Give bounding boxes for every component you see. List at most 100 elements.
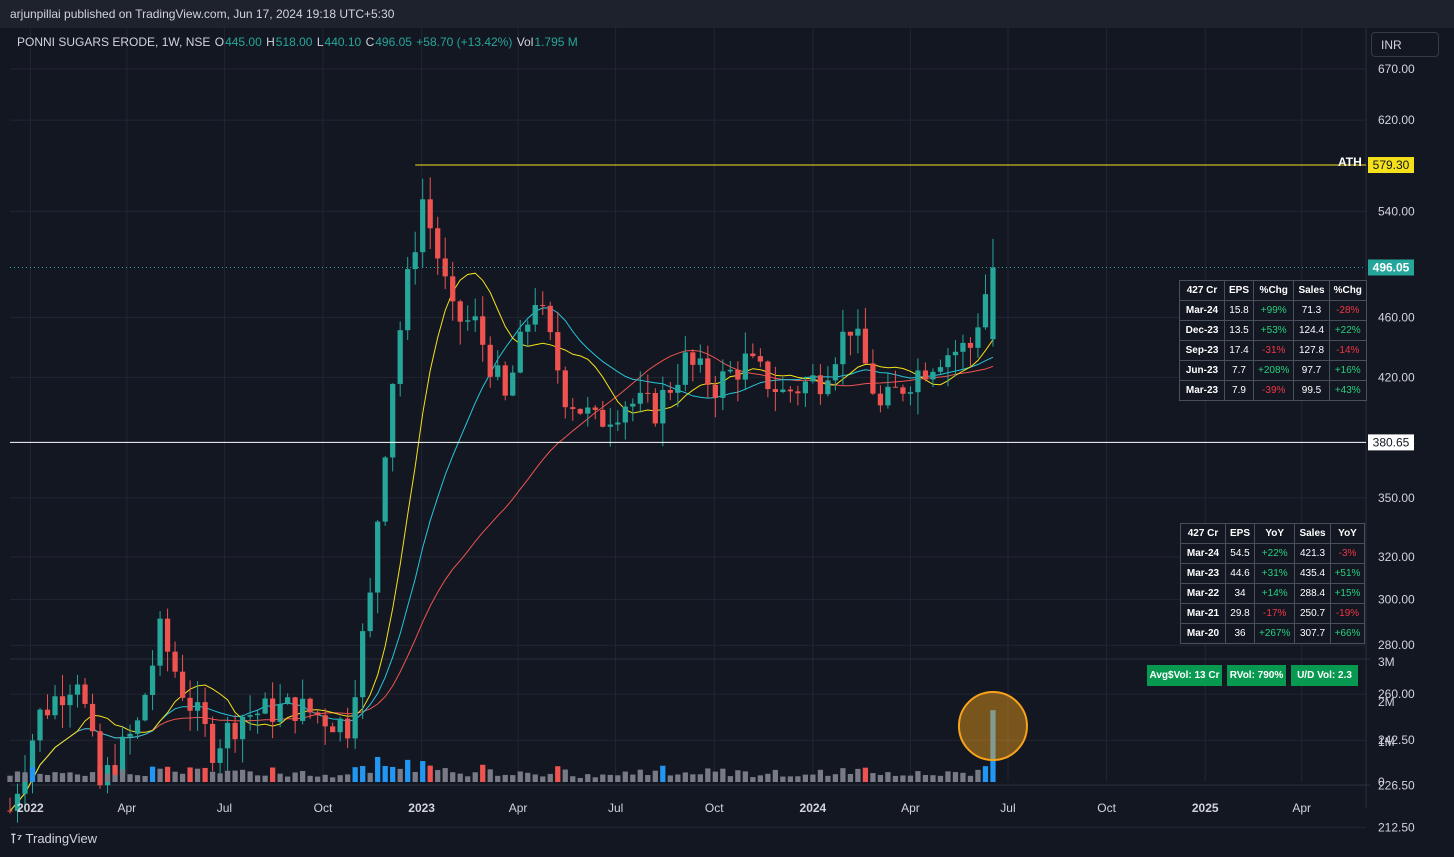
volume-bar — [795, 776, 801, 782]
annual-cell: -17% — [1254, 603, 1296, 624]
quarterly-cell: Mar-23 — [1179, 380, 1225, 401]
candle-body — [412, 252, 418, 270]
volume-axis-label: 1M — [1378, 735, 1395, 749]
annual-header-cell: YoY — [1254, 523, 1296, 544]
volume-bar — [787, 776, 793, 782]
volume-bar — [285, 776, 291, 782]
volume-bar — [525, 772, 531, 782]
volume-bar — [607, 774, 613, 782]
moving-average-mid — [9, 307, 994, 812]
volume-bar — [67, 772, 73, 782]
candle-body — [900, 387, 906, 394]
volume-bar — [922, 775, 929, 782]
time-axis-label: Jul — [1000, 801, 1015, 815]
annual-cell: 421.3 — [1294, 543, 1331, 564]
volume-bar — [134, 775, 141, 782]
volume-bar — [292, 772, 298, 782]
volume-bar — [982, 766, 989, 782]
candle-body — [450, 276, 456, 302]
volume-bar — [840, 768, 846, 782]
volume-bar — [239, 769, 246, 782]
price-axis-label: 320.00 — [1378, 550, 1415, 564]
candle-body — [254, 713, 261, 716]
price-chart[interactable]: 579.30 380.65 496.05 670.00 620.00 540.00 460.… — [0, 28, 1454, 857]
volume-bar — [194, 768, 201, 782]
quarterly-cell: -14% — [1328, 340, 1367, 361]
time-axis-label: 2022 — [17, 801, 44, 815]
candle-body — [457, 301, 463, 322]
quarterly-cell: 127.8 — [1293, 340, 1330, 361]
volume-bar — [562, 769, 568, 782]
quarterly-cell: 71.3 — [1293, 300, 1330, 321]
candle-body — [52, 696, 58, 716]
volume-bar — [712, 771, 718, 782]
annual-cell: 36 — [1224, 623, 1256, 644]
volume-bar — [810, 774, 816, 782]
volume-bar — [825, 775, 831, 782]
price-axis-label: 420.00 — [1378, 370, 1415, 384]
candle-body — [840, 331, 846, 365]
currency-selector[interactable]: INR — [1371, 32, 1439, 57]
candle-body — [142, 694, 148, 721]
volume-bar — [832, 774, 839, 782]
candle-body — [29, 740, 36, 776]
candle-body — [877, 393, 884, 406]
candle-body — [330, 726, 336, 733]
volume-bar — [682, 772, 688, 782]
annual-cell: 34 — [1224, 583, 1256, 604]
volume-bar — [697, 774, 703, 782]
candle-body — [592, 407, 598, 410]
quarterly-row: Dec-23 13.5 +53% 124.4 +22% — [1179, 320, 1367, 341]
quarterly-cell: 13.5 — [1223, 320, 1255, 341]
high-label: H — [266, 35, 275, 49]
quarterly-row: Mar-23 7.9 -39% 99.5 +43% — [1179, 380, 1367, 401]
volume-bar — [937, 775, 944, 782]
annual-cell: +31% — [1254, 563, 1296, 584]
tradingview-logo[interactable]: ⊺⁷ TradingView — [10, 831, 97, 847]
candle-body — [892, 386, 899, 388]
annual-cell: -3% — [1329, 543, 1366, 564]
volume-bar — [367, 772, 373, 782]
time-axis-label: 2025 — [1192, 801, 1219, 815]
volume-bar — [345, 774, 351, 782]
quarterly-cell: +22% — [1328, 320, 1367, 341]
volume-bar — [885, 772, 891, 782]
volume-bar — [630, 774, 636, 782]
quarterly-earnings-table: 427 Cr EPS %Chg Sales %Chg Mar-24 15.8 +99% 71.3… — [1179, 280, 1367, 401]
candle-body — [495, 365, 501, 377]
quarterly-cell: 99.5 — [1293, 380, 1330, 401]
volume-highlight-circle — [957, 691, 1028, 761]
candle-body — [817, 375, 824, 395]
candle-body — [982, 294, 989, 328]
candle-body — [577, 408, 583, 414]
volume-bar — [615, 775, 621, 782]
annual-header-cell: 427 Cr — [1180, 523, 1226, 544]
price-axis-label: 350.00 — [1378, 491, 1415, 505]
volume-bar — [269, 767, 276, 782]
quarterly-row: Jun-23 7.7 +208% 97.7 +16% — [1179, 360, 1367, 381]
symbol-legend: PONNI SUGARS ERODE, 1W, NSE O445.00 H518… — [17, 35, 579, 49]
candle-body — [480, 316, 486, 345]
candle-body — [7, 810, 13, 812]
volume-bar — [727, 776, 733, 782]
candle-body — [937, 367, 944, 372]
volume-bar — [592, 777, 598, 782]
candle-body — [179, 671, 186, 698]
candle-body — [517, 331, 523, 373]
candle-body — [194, 702, 201, 711]
candle-body — [600, 409, 606, 427]
volume-bar — [577, 777, 583, 782]
quarterly-cell: 15.8 — [1223, 300, 1255, 321]
candle-body — [540, 305, 546, 307]
candle-body — [690, 352, 696, 365]
annual-cell: +267% — [1254, 623, 1296, 644]
annual-cell: +22% — [1254, 543, 1296, 564]
candle-body — [82, 684, 88, 704]
candle-body — [810, 375, 816, 382]
price-axis-label: 226.50 — [1378, 778, 1415, 792]
annual-cell: 435.4 — [1294, 563, 1331, 584]
volume-bar — [472, 772, 478, 782]
candle-body — [765, 361, 771, 390]
open-value: 445.00 — [225, 35, 262, 49]
volume-bar — [945, 771, 951, 782]
